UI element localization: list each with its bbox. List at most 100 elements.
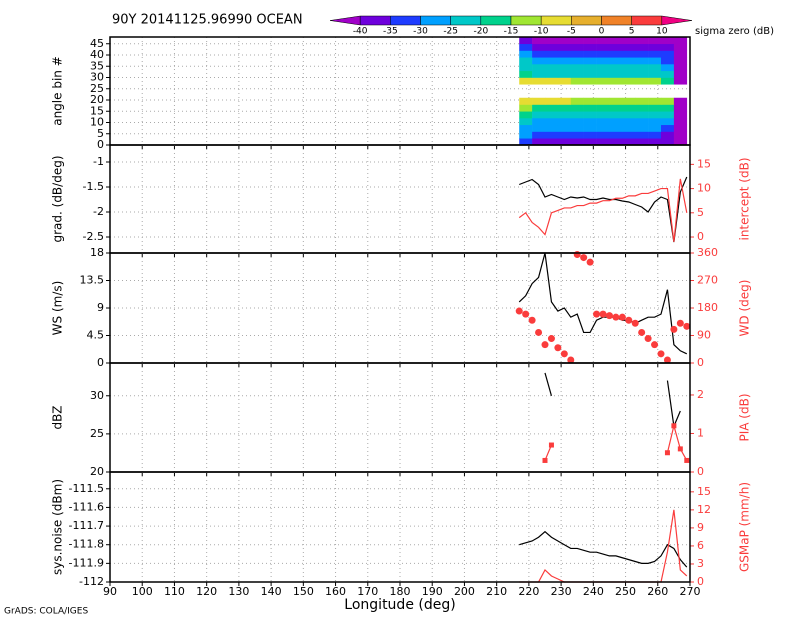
- y2-tick-label: 6: [697, 539, 704, 552]
- heatmap-cell: [532, 97, 546, 105]
- heatmap-cell: [519, 118, 533, 126]
- x-tick-label: 240: [583, 585, 604, 598]
- y-tick-label: 25: [90, 82, 104, 95]
- x-tick-label: 90: [103, 585, 117, 598]
- marker: [684, 457, 690, 463]
- heatmap-cell: [557, 131, 572, 139]
- heatmap-cell: [532, 111, 546, 119]
- y2-tick-label: 0: [697, 356, 704, 369]
- y-tick-label: -111.6: [69, 500, 104, 513]
- heatmap-cell: [635, 37, 649, 45]
- heatmap-cell: [532, 138, 546, 146]
- heatmap-cell: [583, 124, 597, 132]
- heatmap-cell: [661, 111, 675, 119]
- marker: [631, 319, 639, 327]
- marker: [683, 322, 691, 330]
- heatmap-cell: [596, 111, 610, 119]
- heatmap-cell: [673, 37, 688, 45]
- heatmap-cell: [519, 124, 533, 132]
- heatmap-cell: [673, 77, 688, 85]
- heatmap-cell: [583, 43, 597, 51]
- x-tick-label: 260: [647, 585, 668, 598]
- heatmap-cell: [661, 131, 675, 139]
- heatmap-cell: [635, 57, 649, 65]
- x-tick-label: 190: [422, 585, 443, 598]
- heatmap-cell: [622, 111, 636, 119]
- heatmap-cell: [596, 97, 610, 105]
- heatmap-cell: [519, 50, 533, 58]
- heatmap-cell: [583, 64, 597, 72]
- heatmap-cell: [532, 37, 546, 45]
- heatmap-cell: [673, 70, 688, 78]
- heatmap-cell: [609, 104, 623, 112]
- heatmap-cell: [609, 97, 623, 105]
- y-tick-label: -2.5: [83, 230, 104, 243]
- heatmap-cell: [532, 64, 546, 72]
- heatmap-cell: [570, 124, 584, 132]
- heatmap-cell: [609, 111, 623, 119]
- heatmap-cell: [557, 104, 572, 112]
- colorbar-segment: [420, 15, 451, 26]
- heatmap-cell: [519, 131, 533, 139]
- colorbar-tick-label: -10: [534, 27, 549, 37]
- heatmap-cell: [635, 118, 649, 126]
- heatmap-cell: [661, 104, 675, 112]
- y-tick-label: -111.8: [69, 538, 104, 551]
- footer: GrADS: COLA/IGES: [4, 607, 88, 617]
- marker: [586, 258, 594, 266]
- colorbar-tick-label: -35: [383, 27, 398, 37]
- marker: [671, 423, 677, 429]
- heatmap-cell: [622, 131, 636, 139]
- heatmap-cell: [661, 70, 675, 78]
- heatmap-cell: [519, 104, 533, 112]
- heatmap-cell: [545, 64, 559, 72]
- y2-tick-label: 270: [697, 274, 718, 287]
- heatmap-cell: [545, 37, 559, 45]
- heatmap-cell: [635, 97, 649, 105]
- heatmap-cell: [570, 118, 584, 126]
- heatmap-cell: [545, 104, 559, 112]
- colorbar-segment: [450, 15, 482, 26]
- heatmap-cell: [622, 70, 636, 78]
- colorbar-tick-label: -30: [413, 27, 428, 37]
- y-tick-label: 45: [90, 37, 104, 50]
- colorbar-segment: [390, 15, 421, 26]
- heatmap-cell: [570, 50, 584, 58]
- y-tick-label: -1.5: [83, 180, 104, 193]
- line: [518, 178, 688, 242]
- marker: [542, 457, 548, 463]
- heatmap-cell: [570, 111, 584, 119]
- y2-tick-label: 90: [697, 329, 711, 342]
- heatmap-cell: [609, 50, 623, 58]
- y-tick-label: 15: [90, 104, 104, 117]
- heatmap-cell: [661, 50, 675, 58]
- colorbar-tick-label: -15: [504, 27, 519, 37]
- marker: [625, 316, 633, 324]
- y-tick-label: 0: [97, 138, 104, 151]
- colorbar-tick-label: -5: [567, 27, 576, 37]
- marker: [670, 325, 678, 333]
- marker: [618, 313, 626, 321]
- colorbar-segment: [631, 15, 663, 26]
- heatmap-cell: [545, 70, 559, 78]
- colorbar-tick-label: 0: [599, 27, 605, 37]
- heatmap-cell: [609, 70, 623, 78]
- heatmap-cell: [622, 97, 636, 105]
- y-tick-label: -1: [93, 155, 104, 168]
- heatmap-cell: [661, 97, 675, 105]
- y2-tick-label: 9: [697, 521, 704, 534]
- heatmap-cell: [648, 131, 662, 139]
- heatmap-cell: [519, 138, 533, 146]
- heatmap-cell: [648, 50, 662, 58]
- colorbar-tick-label: -40: [353, 27, 368, 37]
- heatmap-cell: [583, 118, 597, 126]
- marker: [554, 344, 562, 352]
- heatmap-cell: [583, 131, 597, 139]
- heatmap-cell: [661, 77, 675, 85]
- marker: [580, 254, 588, 262]
- x-tick-label: 160: [325, 585, 346, 598]
- heatmap-cell: [635, 43, 649, 51]
- y-tick-label: 4.5: [87, 329, 105, 342]
- y-axis-title: dBZ: [51, 405, 65, 429]
